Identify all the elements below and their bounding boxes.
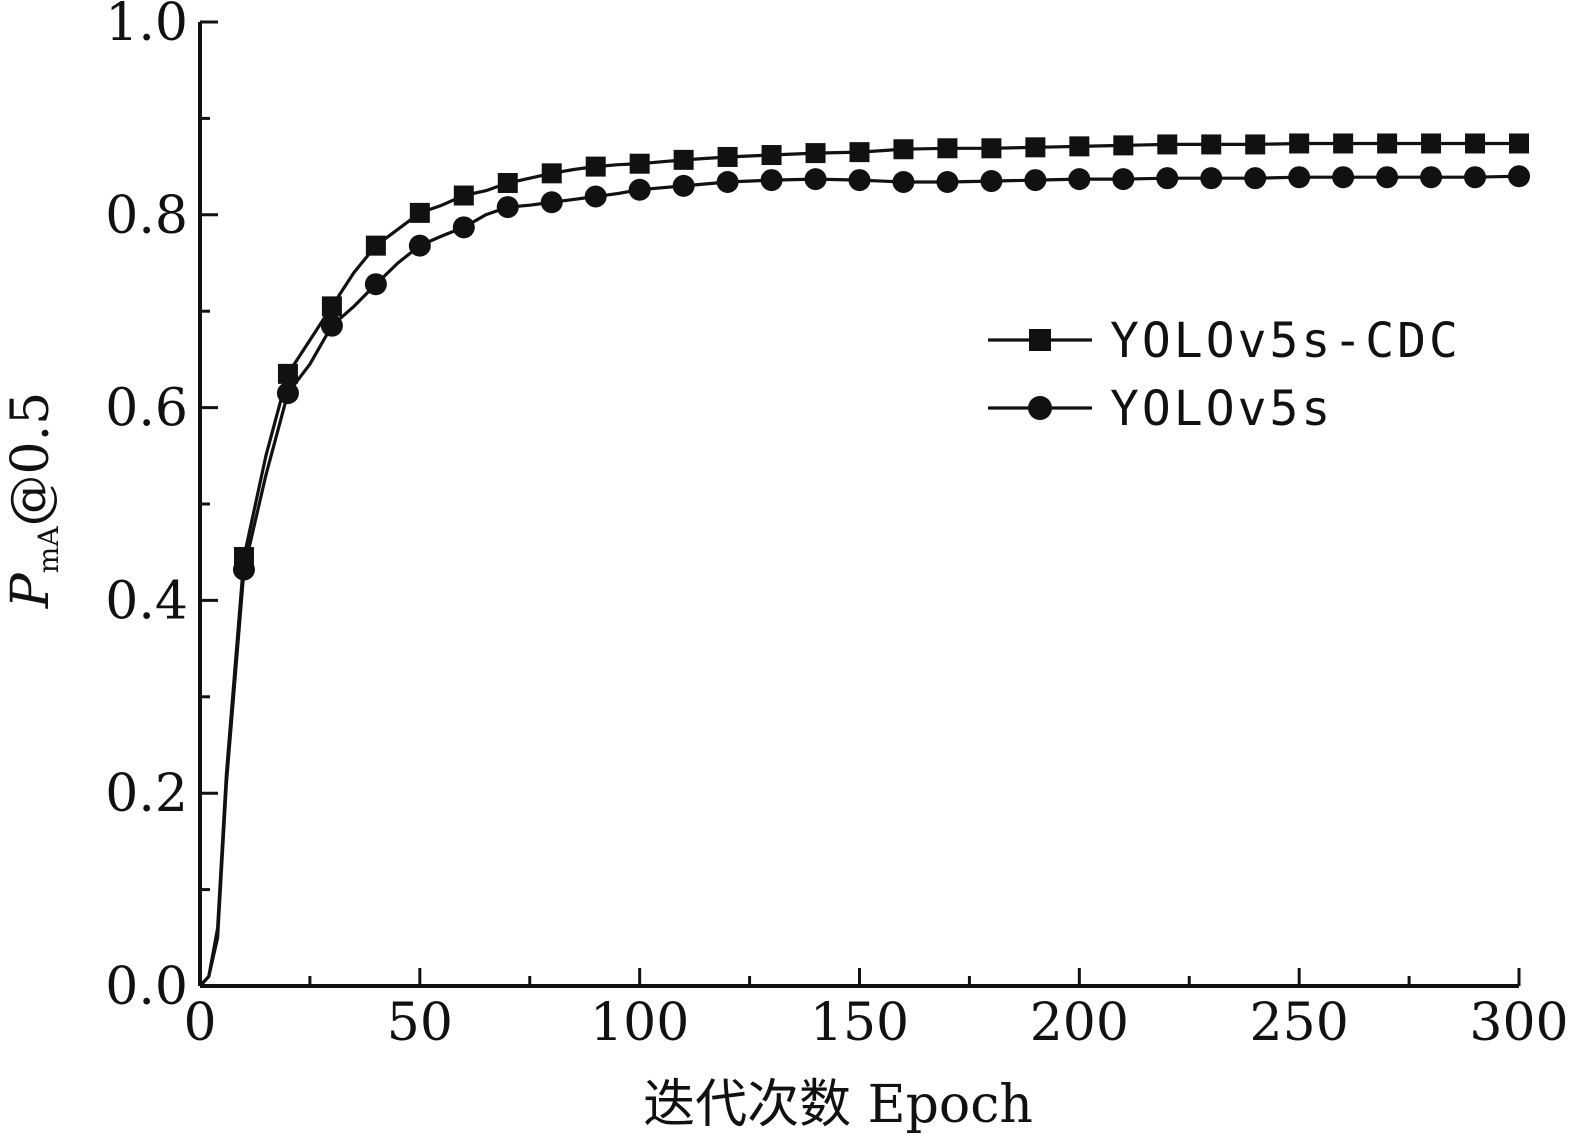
data-point-square [321, 296, 342, 317]
data-point-circle [1024, 169, 1047, 192]
data-point-circle [452, 216, 475, 239]
y-tick-label: 0.4 [105, 571, 188, 631]
legend-label: YOLOv5s-CDC [1110, 313, 1461, 369]
data-point-square [1509, 133, 1529, 154]
data-point-circle [672, 174, 695, 197]
data-point-circle [1332, 166, 1355, 189]
legend: YOLOv5s-CDC YOLOv5s [988, 313, 1461, 437]
data-point-circle [584, 185, 607, 208]
data-point-circle [540, 191, 563, 214]
series-2 [198, 165, 1530, 988]
data-point-circle [1508, 165, 1530, 188]
data-point-square [409, 202, 430, 223]
data-point-square [1025, 137, 1046, 158]
x-tick-label: 150 [810, 993, 909, 1053]
data-point-circle [1420, 166, 1443, 189]
y-tick-label: 0.0 [105, 957, 188, 1017]
x-tick-label: 100 [590, 993, 689, 1053]
x-tick-label: 50 [387, 993, 453, 1053]
data-point-square [1201, 134, 1222, 155]
y-axis-label-main: P [1, 572, 61, 609]
data-point-square [585, 156, 606, 177]
y-axis-label: PmA@0.5 [1, 392, 65, 609]
data-point-circle [628, 178, 651, 201]
data-point-square [1069, 136, 1090, 157]
data-point-circle [496, 196, 519, 219]
data-point-circle [716, 171, 739, 194]
x-tick-label: 0 [183, 993, 216, 1053]
data-point-circle [1244, 167, 1267, 190]
data-point-circle [804, 168, 827, 191]
data-point-square [1289, 133, 1310, 154]
data-point-circle [408, 234, 431, 257]
legend-marker-square [1029, 329, 1051, 351]
data-point-circle [760, 169, 783, 192]
data-point-circle [1200, 167, 1223, 190]
data-point-square [629, 153, 650, 174]
series-1 [198, 133, 1529, 988]
data-point-square [365, 235, 386, 256]
data-point-circle [1156, 167, 1179, 190]
x-tick-label: 200 [1030, 993, 1129, 1053]
data-point-circle [276, 382, 299, 405]
data-point-square [1333, 133, 1354, 154]
y-axis-label-sub: mA [32, 526, 65, 574]
data-point-square [673, 149, 694, 170]
legend-item: YOLOv5s-CDC [988, 313, 1461, 369]
data-point-square [1245, 134, 1266, 155]
data-point-square [1377, 133, 1398, 154]
data-point-circle [1288, 166, 1311, 189]
legend-label: YOLOv5s [1110, 381, 1333, 437]
data-point-square [937, 138, 958, 159]
data-point-square [1157, 134, 1178, 155]
data-point-circle [1068, 168, 1091, 191]
data-point-circle [892, 171, 915, 194]
data-point-circle [1464, 166, 1487, 189]
data-point-circle [848, 169, 871, 192]
data-point-square [1421, 133, 1442, 154]
plot-frame [198, 22, 1519, 988]
y-axis-ticks: 0.0 0.2 0.4 0.6 0.8 1.0 [105, 0, 218, 1017]
data-point-square [1465, 133, 1486, 154]
legend-marker-circle [1028, 396, 1052, 420]
x-tick-label: 250 [1250, 993, 1349, 1053]
data-point-circle [1112, 168, 1135, 191]
x-tick-label: 300 [1469, 993, 1568, 1053]
series-layer [198, 133, 1530, 988]
x-axis-ticks: 0 50 100 150 200 250 300 [183, 968, 1569, 1053]
data-point-square [717, 146, 738, 167]
data-point-circle [232, 558, 255, 581]
y-tick-label: 0.6 [105, 379, 188, 439]
data-point-square [541, 163, 562, 184]
data-point-circle [320, 314, 343, 337]
data-point-square [497, 172, 518, 193]
data-point-square [1113, 135, 1134, 156]
data-point-square [453, 185, 474, 206]
data-point-square [277, 363, 298, 384]
data-point-circle [936, 171, 959, 194]
series-line [198, 174, 1520, 988]
data-point-square [805, 143, 826, 164]
y-tick-label: 1.0 [105, 0, 188, 53]
y-tick-label: 0.8 [105, 186, 188, 246]
data-point-circle [980, 170, 1003, 193]
y-axis-label-suffix: @0.5 [1, 392, 61, 527]
data-point-square [893, 139, 914, 160]
data-point-square [981, 138, 1002, 159]
data-point-square [761, 145, 782, 166]
data-point-circle [1376, 166, 1399, 189]
svg-text:PmA@0.5: PmA@0.5 [1, 392, 65, 609]
legend-item: YOLOv5s [988, 381, 1333, 437]
x-axis-label: 迭代次数 Epoch [643, 1075, 1033, 1135]
y-tick-label: 0.2 [105, 764, 188, 824]
data-point-square [849, 142, 870, 163]
series-line [198, 141, 1519, 988]
data-point-circle [364, 273, 387, 296]
